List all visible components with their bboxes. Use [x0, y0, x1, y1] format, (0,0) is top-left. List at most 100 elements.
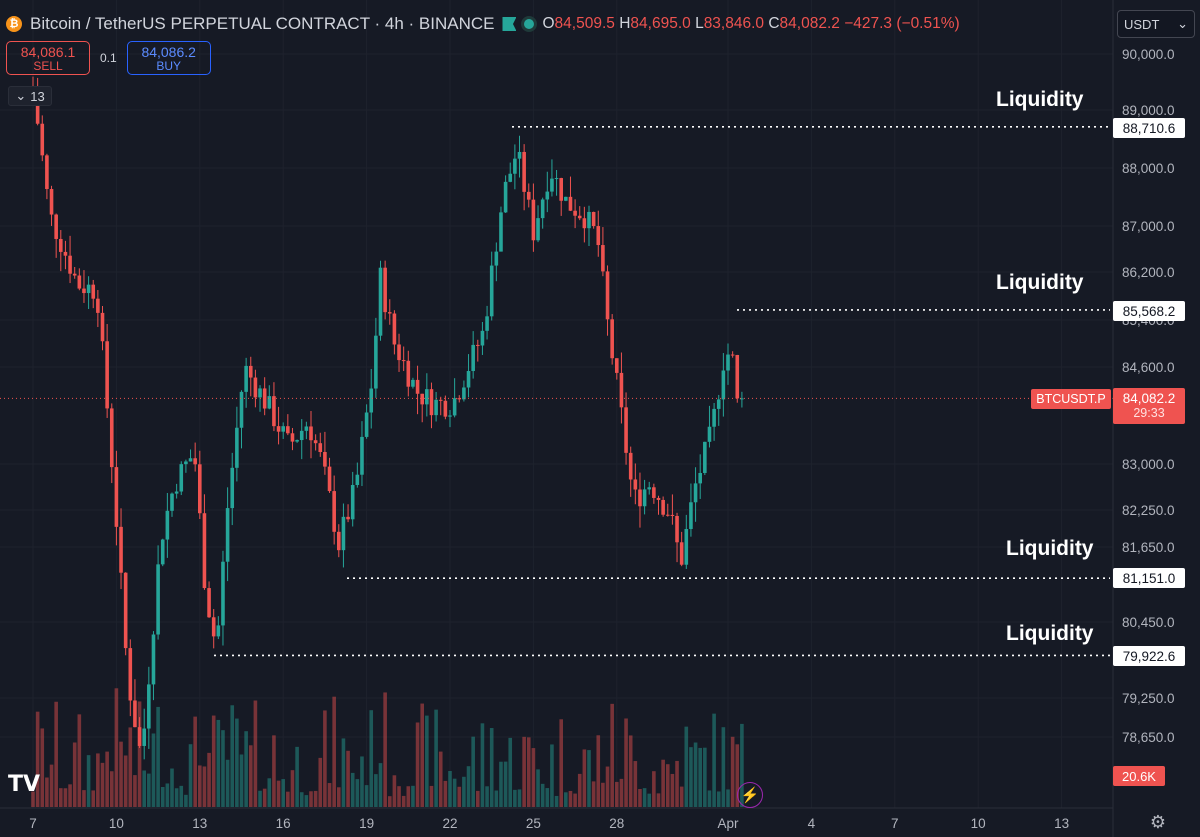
- volume-bar: [508, 737, 513, 807]
- candle-down: [438, 399, 443, 401]
- candle-down: [577, 215, 582, 219]
- volume-bar: [466, 766, 471, 807]
- volume-bar: [216, 719, 221, 807]
- volume-bar: [72, 742, 77, 807]
- volume-bar: [434, 709, 438, 807]
- candle-down: [96, 298, 100, 313]
- candle-down: [40, 123, 45, 156]
- price-axis[interactable]: 90,000.0 89,000.0 88,000.0 87,000.0 86,200.0…: [1122, 47, 1175, 745]
- candle-up: [369, 388, 374, 413]
- volume-bar: [49, 764, 54, 807]
- candle-down: [656, 497, 661, 500]
- candle-down: [420, 393, 424, 405]
- liquidity-price-tag: 81,151.0: [1113, 568, 1185, 588]
- candle-up: [239, 391, 244, 428]
- volume-bar: [40, 728, 45, 807]
- lightning-icon[interactable]: ⚡: [737, 782, 763, 808]
- candle-up: [513, 158, 517, 174]
- volume-bar: [253, 700, 258, 807]
- candle-down: [272, 396, 276, 427]
- candle-down: [568, 196, 573, 211]
- liquidity-lines: [214, 125, 1110, 657]
- candle-down: [309, 426, 313, 441]
- volume-bar: [693, 742, 698, 807]
- candle-down: [457, 398, 462, 400]
- volume-bar: [425, 715, 429, 807]
- volume-bar: [188, 744, 193, 807]
- volume-bar: [457, 786, 462, 807]
- candle-up: [489, 265, 494, 317]
- volume-bar: [100, 762, 105, 807]
- volume-bar: [360, 756, 364, 807]
- candle-up: [374, 335, 378, 389]
- candle-down: [323, 452, 327, 467]
- candle-up: [480, 330, 485, 346]
- symbol-price-label: BTCUSDT.P: [1031, 389, 1111, 409]
- candle-down: [91, 284, 96, 299]
- trade-panel: 84,086.1 SELL 0.1 84,086.2 BUY: [6, 41, 211, 75]
- candle-down: [346, 516, 350, 520]
- sell-button[interactable]: 84,086.1 SELL: [6, 41, 90, 75]
- volume-bar: [258, 790, 262, 807]
- candle-up: [360, 436, 364, 475]
- tradingview-logo-icon[interactable]: TV: [8, 772, 41, 797]
- candle-down: [45, 155, 49, 190]
- candle-down: [276, 426, 281, 432]
- currency-select[interactable]: USDT ⌄: [1117, 10, 1195, 38]
- volume-bar: [406, 786, 411, 807]
- currency-label: USDT: [1124, 16, 1160, 32]
- candle-up: [304, 426, 309, 431]
- symbol-title[interactable]: Bitcoin / TetherUS PERPETUAL CONTRACT · …: [30, 14, 495, 33]
- volume-bar: [638, 788, 642, 807]
- candle-down: [253, 377, 258, 398]
- volume-bar: [476, 790, 480, 807]
- candle-up: [564, 196, 568, 201]
- candle-up: [165, 510, 170, 540]
- volume-bar: [480, 723, 485, 807]
- volume-bar: [318, 757, 323, 807]
- indicator-count: 13: [30, 88, 45, 104]
- price-tick-label: 86,200.0: [1122, 265, 1175, 280]
- candle-up: [721, 370, 726, 400]
- candle-down: [133, 700, 137, 728]
- price-tick-label: 89,000.0: [1122, 103, 1175, 118]
- current-price-tag: 84,082.2 29:33: [1113, 388, 1185, 424]
- time-tick-label: 7: [29, 816, 37, 831]
- buy-button[interactable]: 84,086.2 BUY: [126, 41, 211, 75]
- time-tick-label: 10: [109, 816, 124, 831]
- volume-bar: [471, 736, 475, 807]
- price-tick-label: 78,650.0: [1122, 730, 1175, 745]
- liquidity-price-tag: 79,922.6: [1113, 646, 1185, 666]
- volume-bar: [536, 769, 540, 807]
- volume-bar: [392, 775, 397, 807]
- spread-value: 0.1: [100, 51, 117, 65]
- settings-gear-icon[interactable]: ⚙: [1149, 811, 1167, 832]
- status-dot-icon[interactable]: [524, 19, 535, 29]
- candle-down: [327, 466, 332, 492]
- time-axis[interactable]: 7 10 13 16 19 22 25 28 Apr 4 7 10 13: [29, 816, 1069, 831]
- volume-bar: [179, 785, 184, 807]
- candle-up: [350, 484, 355, 520]
- volume-bar: [202, 766, 207, 807]
- volume-bar: [248, 745, 253, 807]
- candle-down: [670, 514, 675, 516]
- candle-up: [703, 441, 707, 473]
- candle-up: [299, 430, 304, 441]
- volume-bar: [96, 753, 100, 807]
- volume-bar: [323, 710, 327, 807]
- candle-down: [476, 344, 480, 346]
- indicators-toggle[interactable]: ⌄ 13: [8, 86, 52, 106]
- candlesticks: [31, 76, 744, 760]
- volume-bar: [601, 782, 605, 807]
- volume-bar: [526, 737, 531, 807]
- candle-up: [508, 173, 513, 182]
- price-change: −427.3 (−0.51%): [844, 15, 960, 32]
- volume-bar: [244, 731, 248, 807]
- candle-up: [642, 489, 647, 507]
- volume-bar: [355, 779, 360, 807]
- flag-icon[interactable]: [502, 17, 517, 31]
- candle-down: [193, 458, 197, 465]
- volume-bar: [63, 788, 68, 807]
- volume-bar: [656, 793, 661, 807]
